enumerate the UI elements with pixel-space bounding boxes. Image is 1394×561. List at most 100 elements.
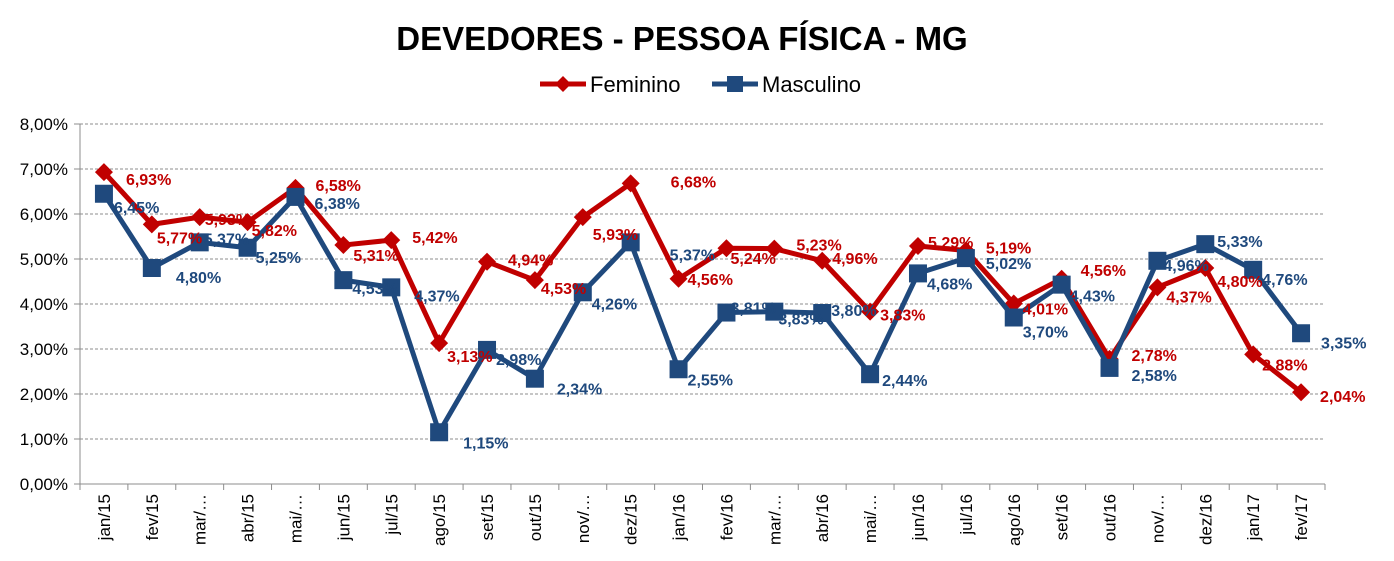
data-label-masculino: 5,02% [986,256,1031,273]
data-label-masculino: 2,34% [557,382,602,399]
y-tick-label: 8,00% [20,115,68,134]
point-masculino [525,369,544,388]
point-feminino [573,208,592,227]
point-masculino [286,187,305,206]
data-label-feminino: 4,37% [1166,289,1211,306]
data-label-masculino: 4,96% [1163,258,1208,275]
data-label-masculino: 4,76% [1262,272,1307,289]
point-feminino [1292,383,1311,402]
point-feminino [813,251,832,270]
data-label-masculino: 4,26% [592,296,637,313]
point-masculino [334,271,353,290]
x-tick-label: jan/15 [95,494,114,541]
point-masculino [142,259,161,277]
data-label-feminino: 6,68% [671,174,716,191]
data-label-feminino: 4,56% [688,272,733,289]
data-label-masculino: 3,83% [778,312,823,329]
y-tick-label: 4,00% [20,295,68,314]
data-label-masculino: 3,80% [831,303,876,320]
point-masculino [621,233,640,252]
point-masculino [1148,251,1167,270]
data-label-feminino: 5,77% [157,230,202,247]
x-tick-label: jul/16 [957,494,976,536]
data-label-feminino: 5,29% [928,235,973,252]
x-tick-label: fev/15 [143,494,162,540]
point-masculino [1292,324,1311,343]
data-label-masculino: 5,33% [1217,234,1262,251]
x-tick-label: fev/16 [717,494,736,540]
x-tick-label: set/15 [478,494,497,540]
point-masculino [1244,260,1263,279]
point-feminino [765,239,784,258]
point-masculino [1100,358,1119,377]
x-tick-label: ago/16 [1005,494,1024,546]
x-tick-label: out/15 [526,494,545,541]
point-masculino [717,303,736,322]
x-tick-label: fev/17 [1292,494,1311,540]
point-feminino [382,231,401,250]
x-tick-label: jul/15 [382,494,401,536]
point-masculino [430,423,449,442]
x-tick-label: ago/15 [430,494,449,546]
data-label-masculino: 3,70% [1023,325,1068,342]
data-label-feminino: 5,42% [412,230,457,247]
gridlines [80,123,1325,440]
legend-label-masculino: Masculino [762,72,861,97]
x-tick-label: mai/… [286,494,305,543]
y-tick-label: 1,00% [20,430,68,449]
data-label-feminino: 3,13% [447,349,492,366]
point-feminino [478,252,497,271]
data-label-feminino: 4,96% [832,251,877,268]
point-masculino [1004,308,1023,327]
data-label-feminino: 4,01% [1023,302,1068,319]
point-masculino [861,365,880,384]
data-label-masculino: 6,38% [314,196,359,213]
point-feminino [1148,278,1167,297]
data-label-feminino: 5,82% [252,223,297,240]
point-masculino [1052,275,1071,294]
data-label-masculino: 4,43% [1070,289,1115,306]
data-label-masculino: 2,55% [688,372,733,389]
point-masculino [190,233,209,252]
data-label-masculino: 3,35% [1321,335,1366,352]
point-masculino [478,340,497,359]
y-tick-label: 6,00% [20,205,68,224]
x-tick-label: abr/16 [813,494,832,542]
data-label-masculino: 4,68% [927,276,972,293]
x-axis: jan/15 fev/15 mar/… abr/15 mai/… jun/15 jul/15… [79,483,1326,546]
point-feminino [334,236,353,255]
point-masculino [573,283,592,302]
data-label-masculino: 4,37% [414,288,459,305]
data-label-masculino: 4,80% [176,270,221,287]
point-feminino [861,302,880,321]
legend: Feminino Masculino [540,72,861,97]
point-feminino [1196,259,1215,277]
point-feminino [525,271,544,290]
point-masculino [238,238,257,257]
data-labels: 6,93% 5,77%5,93%5,82% 6,58% 5,31% 5,42% 3,13%… [114,172,1366,452]
x-tick-label: jun/15 [334,494,353,541]
point-feminino [621,174,640,193]
y-tick-label: 2,00% [20,385,68,404]
x-tick-label: abr/15 [239,494,258,542]
legend-marker-feminino [555,76,571,92]
data-label-feminino: 3,83% [880,308,925,325]
x-tick-label: nov/… [574,494,593,543]
data-label-feminino: 4,94% [508,253,553,270]
data-label-feminino: 6,93% [126,172,171,189]
data-label-feminino: 6,58% [315,178,360,195]
point-feminino [669,269,688,288]
data-label-masculino: 2,58% [1132,368,1177,385]
data-label-masculino: 5,37% [204,231,249,248]
point-feminino [430,334,449,353]
x-tick-label: jan/17 [1244,494,1263,541]
point-feminino [94,163,113,182]
data-label-feminino: 5,31% [353,248,398,265]
data-label-masculino: 3,81% [730,301,775,318]
point-feminino [717,239,736,258]
chart-title: DEVEDORES - PESSOA FÍSICA - MG [396,20,967,57]
y-tick-label: 5,00% [20,250,68,269]
data-label-masculino: 5,25% [256,250,301,267]
data-label-feminino: 5,93% [205,212,250,229]
